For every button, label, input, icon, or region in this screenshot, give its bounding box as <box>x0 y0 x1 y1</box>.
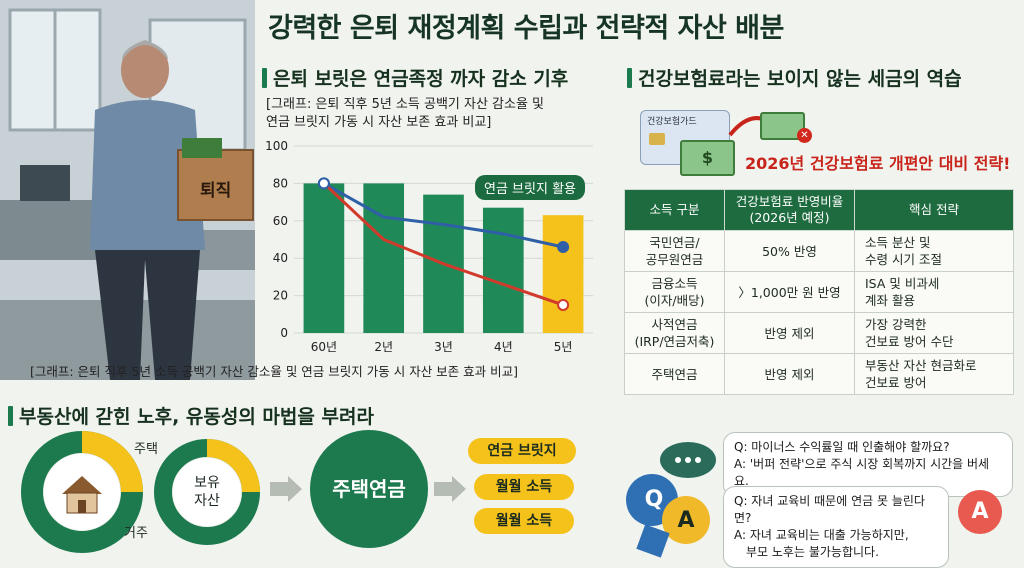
qa-answer-2-line2: 부모 노후는 불가능합니다. <box>746 545 879 559</box>
table-row: 금융소득 (이자/배당) 〉1,000만 원 반영 ISA 및 비과세 계좌 활용 <box>624 271 1014 313</box>
table-cell: 50% 반영 <box>724 230 855 272</box>
heading-marker <box>627 67 632 88</box>
table-row: 국민연금/ 공무원연금 50% 반영 소득 분산 및 수령 시기 조절 <box>624 230 1014 272</box>
health-insurance-table: 소득 구분 건강보험료 반영비율 (2026년 예정) 핵심 전략 국민연금/ 공무… <box>624 189 1014 395</box>
table-cell: 소득 분산 및 수령 시기 조절 <box>854 230 1014 272</box>
qa-question-2: Q: 자녀 교육비 때문에 연금 못 늘린다면? <box>734 494 925 525</box>
a-badge: A <box>677 508 695 533</box>
insurance-card-label: 건강보험가드 <box>647 117 697 127</box>
table-cell: 주택연금 <box>624 353 725 395</box>
asset-donut-label: 보유 자산 <box>194 475 220 509</box>
chart-note-line2: 연금 브릿지 가동 시 자산 보존 효과 비교] <box>266 115 492 130</box>
x-tick-label: 2년 <box>374 340 393 354</box>
property-section-heading: 부동산에 갇힌 노후, 유동성의 마법을 부려라 <box>8 402 374 429</box>
series-point <box>317 177 330 190</box>
chart-section-title: 은퇴 보릿은 연금족정 까자 감소 기후 <box>273 68 569 90</box>
table-header-2: 핵심 전략 <box>854 189 1014 231</box>
series-line <box>322 182 564 307</box>
table-header-0: 소득 구분 <box>624 189 725 231</box>
chip-icon <box>649 133 665 145</box>
y-tick-label: 0 <box>280 326 288 340</box>
housing-pension-circle: 주택연금 <box>310 430 428 548</box>
table-cell: ISA 및 비과세 계좌 활용 <box>854 271 1014 313</box>
x-tick-label: 3년 <box>434 340 453 354</box>
table-body: 국민연금/ 공무원연금 50% 반영 소득 분산 및 수령 시기 조절 금융소득 (이… <box>624 230 1014 395</box>
table-cell: 국민연금/ 공무원연금 <box>624 230 725 272</box>
office-scene-image <box>0 0 255 380</box>
table-cell: 금융소득 (이자/배당) <box>624 271 725 313</box>
table-cell: 〉1,000만 원 반영 <box>724 271 855 313</box>
chart-caption: [그래프: 은퇴 직후 5년 소득 공백기 자산 감소율 및 연금 브릿지 가동… <box>30 364 518 379</box>
bar <box>303 183 345 333</box>
chart-section-heading: 은퇴 보릿은 연금족정 까자 감소 기후 <box>262 64 568 91</box>
property-section-title: 부동산에 갇힌 노후, 유동성의 마법을 부려라 <box>19 406 374 428</box>
heading-marker <box>262 67 267 88</box>
y-tick-label: 100 <box>265 139 288 153</box>
qa-bubbles-icon <box>626 442 716 544</box>
chart-callout: 연금 브릿지 활용 <box>475 175 585 200</box>
table-cell: 가장 강력한 건보료 방어 수단 <box>854 312 1014 354</box>
qa-question-1: Q: 마이너스 수익률일 때 인출해야 할까요? <box>734 440 950 454</box>
table-header-1: 건강보험료 반영비율 (2026년 예정) <box>724 189 855 231</box>
x-tick-label: 60년 <box>311 340 337 354</box>
x-tick-label: 4년 <box>494 340 513 354</box>
bar <box>363 183 405 333</box>
arrow-right-icon <box>270 476 302 502</box>
a-circle-icon: A <box>958 490 1002 534</box>
y-tick-label: 80 <box>273 176 288 190</box>
series-point <box>557 298 570 311</box>
health-section-title: 건강보험료라는 보이지 않는 세금의 역습 <box>638 68 962 90</box>
q-badge: Q <box>644 487 664 512</box>
pill-monthly-income: 월월 소득 <box>474 474 574 500</box>
label-live: 거주 <box>124 526 148 541</box>
qa-item-2: Q: 자녀 교육비 때문에 연금 못 늘린다면? A: 자녀 교육비는 대출 가… <box>723 486 949 568</box>
arrow-right-icon <box>434 476 466 502</box>
bar <box>482 207 524 333</box>
cash-icon: $ <box>680 140 735 176</box>
table-cell: 사적연금 (IRP/연금저축) <box>624 312 725 354</box>
asset-donut <box>154 439 260 545</box>
y-tick-label: 60 <box>273 214 288 228</box>
page-title: 강력한 은퇴 재정계획 수립과 전략적 자산 배분 <box>268 13 784 44</box>
box-label: 퇴직 <box>200 181 232 201</box>
qa-answer-1: A: '버퍼 전략'으로 주식 시장 회복까지 시간을 버세요. <box>734 457 990 488</box>
retiree-illustration: 퇴직 <box>0 0 255 380</box>
table-cell: 부동산 자산 현금화로 건보료 방어 <box>854 353 1014 395</box>
x-tick-label: 5년 <box>554 340 573 354</box>
table-cell: 반영 제외 <box>724 353 855 395</box>
pill-pension-bridge: 연금 브릿지 <box>468 438 576 464</box>
qa-answer-2-line1: A: 자녀 교육비는 대출 가능하지만, <box>734 528 909 542</box>
close-icon: ✕ <box>797 128 812 143</box>
table-row: 주택연금 반영 제외 부동산 자산 현금화로 건보료 방어 <box>624 353 1014 395</box>
health-section-heading: 건강보험료라는 보이지 않는 세금의 역습 <box>627 64 962 91</box>
series-point <box>557 240 570 253</box>
bar <box>542 215 584 333</box>
asset-decline-chart: 0 20 40 60 80 100 60년 2년 3년 4년 5년 <box>265 139 593 354</box>
y-tick-label: 40 <box>273 251 288 265</box>
y-tick-label: 20 <box>273 289 288 303</box>
health-alert: 2026년 건강보험료 개편안 대비 전략! <box>745 154 1011 173</box>
heading-marker <box>8 405 13 426</box>
table-row: 사적연금 (IRP/연금저축) 반영 제외 가장 강력한 건보료 방어 수단 <box>624 312 1014 354</box>
table-header-row: 소득 구분 건강보험료 반영비율 (2026년 예정) 핵심 전략 <box>624 189 1014 231</box>
pill-monthly-income-2: 월월 소득 <box>474 508 574 534</box>
table-cell: 반영 제외 <box>724 312 855 354</box>
house-donut <box>21 431 143 553</box>
label-house: 주택 <box>134 442 158 457</box>
series-line <box>323 182 564 249</box>
chart-note: [그래프: 은퇴 직후 5년 소득 공백기 자산 감소율 및 연금 브릿지 가동… <box>266 96 606 132</box>
chart-note-line1: [그래프: 은퇴 직후 5년 소득 공백기 자산 감소율 및 <box>266 97 545 112</box>
